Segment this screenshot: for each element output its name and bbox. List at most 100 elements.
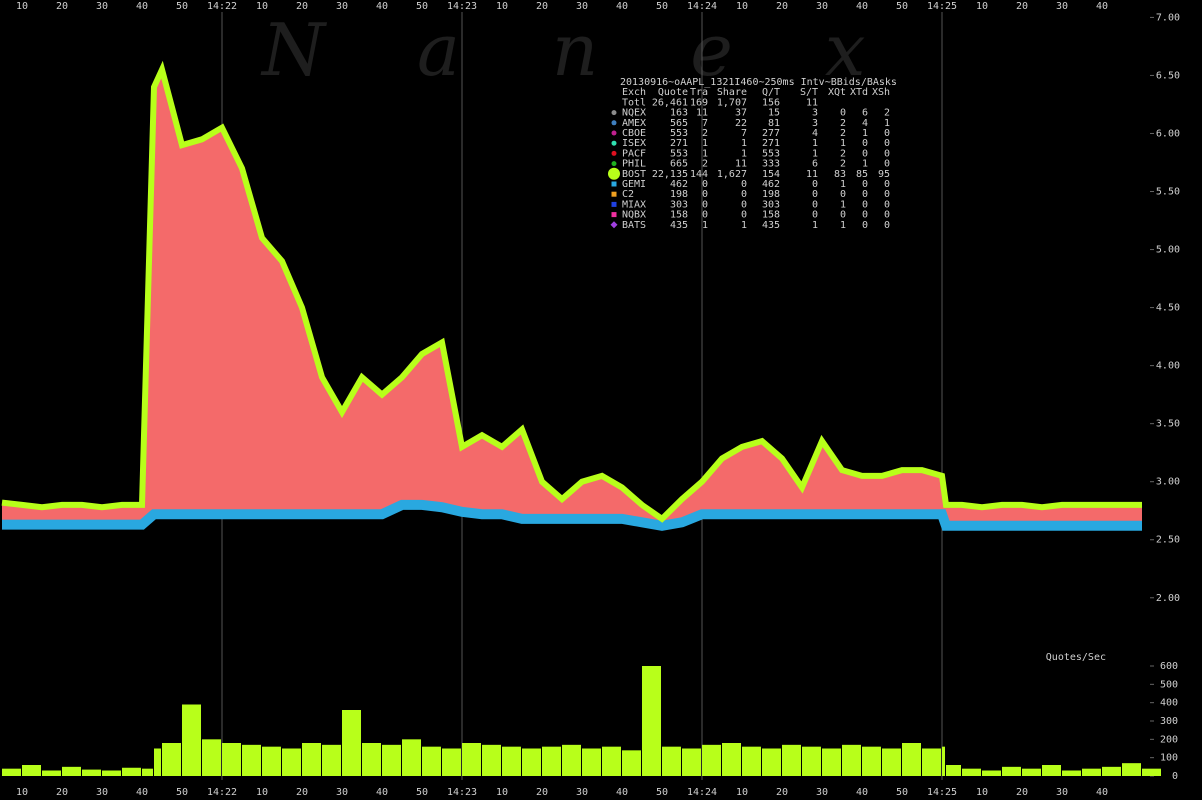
table-cell: 1,627 — [717, 169, 747, 180]
table-cell: 271 — [670, 138, 688, 149]
table-cell: 1 — [812, 220, 818, 231]
legend-marker — [611, 191, 617, 197]
table-header: Tra — [690, 87, 708, 98]
table-cell: NQBX — [622, 210, 646, 221]
y-tick-label: 6.00 — [1156, 128, 1180, 139]
x-tick-label: 20 — [296, 787, 308, 798]
legend-marker — [611, 212, 617, 218]
bar — [1042, 765, 1061, 776]
bar — [582, 748, 601, 776]
legend-marker — [611, 120, 617, 126]
x-tick-label: 20 — [56, 1, 68, 12]
x-tick-label: 14:22 — [207, 1, 237, 12]
table-cell: NQEX — [622, 108, 646, 119]
table-cell: 169 — [690, 97, 708, 108]
table-cell: 198 — [670, 189, 688, 200]
y-tick-label: 600 — [1160, 661, 1178, 672]
table-cell: 0 — [812, 199, 818, 210]
bar — [302, 743, 321, 776]
bar — [1082, 768, 1101, 776]
bar — [1122, 763, 1141, 776]
table-cell: 0 — [741, 179, 747, 190]
table-cell: 0 — [840, 189, 846, 200]
y-tick-label: 5.50 — [1156, 187, 1180, 198]
bar — [162, 743, 181, 776]
y-tick-label: 2.50 — [1156, 535, 1180, 546]
legend-marker — [611, 130, 617, 136]
table-cell: 83 — [834, 169, 846, 180]
bar — [602, 746, 621, 776]
table-cell: 11 — [806, 169, 818, 180]
table-cell: 1 — [702, 138, 708, 149]
x-tick-label: 50 — [656, 1, 668, 12]
table-cell: 1 — [884, 118, 890, 129]
x-tick-label: 40 — [856, 787, 868, 798]
bar — [742, 746, 761, 776]
bar — [1062, 770, 1081, 776]
bar — [762, 748, 781, 776]
table-cell: 1 — [741, 138, 747, 149]
bar — [342, 710, 361, 776]
y-tick-label: 3.50 — [1156, 419, 1180, 430]
table-cell: 553 — [670, 128, 688, 139]
x-tick-label: 20 — [1016, 1, 1028, 12]
bar — [1002, 766, 1021, 776]
table-cell: 22 — [735, 118, 747, 129]
bar — [442, 748, 461, 776]
table-cell: 3 — [812, 108, 818, 119]
table-cell: 0 — [884, 199, 890, 210]
table-cell: 0 — [862, 189, 868, 200]
table-header: Share — [717, 87, 747, 98]
bar — [62, 766, 81, 776]
table-cell: GEMI — [622, 179, 646, 190]
x-tick-label: 14:23 — [447, 1, 477, 12]
table-header: Exch — [622, 87, 646, 98]
x-tick-label: 50 — [416, 787, 428, 798]
x-tick-label: 50 — [896, 787, 908, 798]
bar — [82, 769, 101, 776]
bar — [462, 743, 481, 776]
legend-marker — [611, 161, 617, 167]
table-cell: CBOE — [622, 128, 646, 139]
table-cell: 435 — [670, 220, 688, 231]
table-cell: 154 — [762, 169, 780, 180]
x-tick-label: 10 — [976, 1, 988, 12]
bar — [42, 770, 61, 776]
price-line — [2, 499, 1142, 531]
y-tick-label: 100 — [1160, 753, 1178, 764]
x-tick-label: 30 — [1056, 1, 1068, 12]
bar — [862, 746, 881, 776]
legend-marker — [611, 201, 617, 207]
spread-fill — [2, 69, 1142, 526]
x-tick-label: 40 — [616, 1, 628, 12]
x-tick-label: 40 — [136, 1, 148, 12]
bar — [962, 768, 981, 776]
panel-title: Quotes/Sec — [1046, 652, 1106, 663]
x-tick-label: 20 — [56, 787, 68, 798]
table-cell: 0 — [884, 159, 890, 170]
x-tick-label: 20 — [536, 1, 548, 12]
bar — [282, 748, 301, 776]
table-cell: 0 — [840, 210, 846, 221]
bar — [882, 748, 901, 776]
table-cell: 0 — [812, 179, 818, 190]
bar — [562, 744, 581, 776]
legend-marker — [611, 140, 617, 146]
table-cell: 2 — [702, 128, 708, 139]
x-tick-label: 10 — [736, 1, 748, 12]
bar — [242, 744, 261, 776]
table-cell: 462 — [762, 179, 780, 190]
y-tick-label: 5.00 — [1156, 245, 1180, 256]
x-tick-label: 20 — [776, 1, 788, 12]
x-tick-label: 20 — [536, 787, 548, 798]
table-cell: 144 — [690, 169, 708, 180]
x-tick-label: 30 — [816, 787, 828, 798]
x-tick-label: 50 — [656, 787, 668, 798]
table-cell: 271 — [762, 138, 780, 149]
table-cell: 2 — [884, 108, 890, 119]
x-tick-label: 40 — [616, 787, 628, 798]
bar — [154, 748, 161, 776]
table-cell: 1 — [702, 148, 708, 159]
bar — [942, 746, 945, 776]
